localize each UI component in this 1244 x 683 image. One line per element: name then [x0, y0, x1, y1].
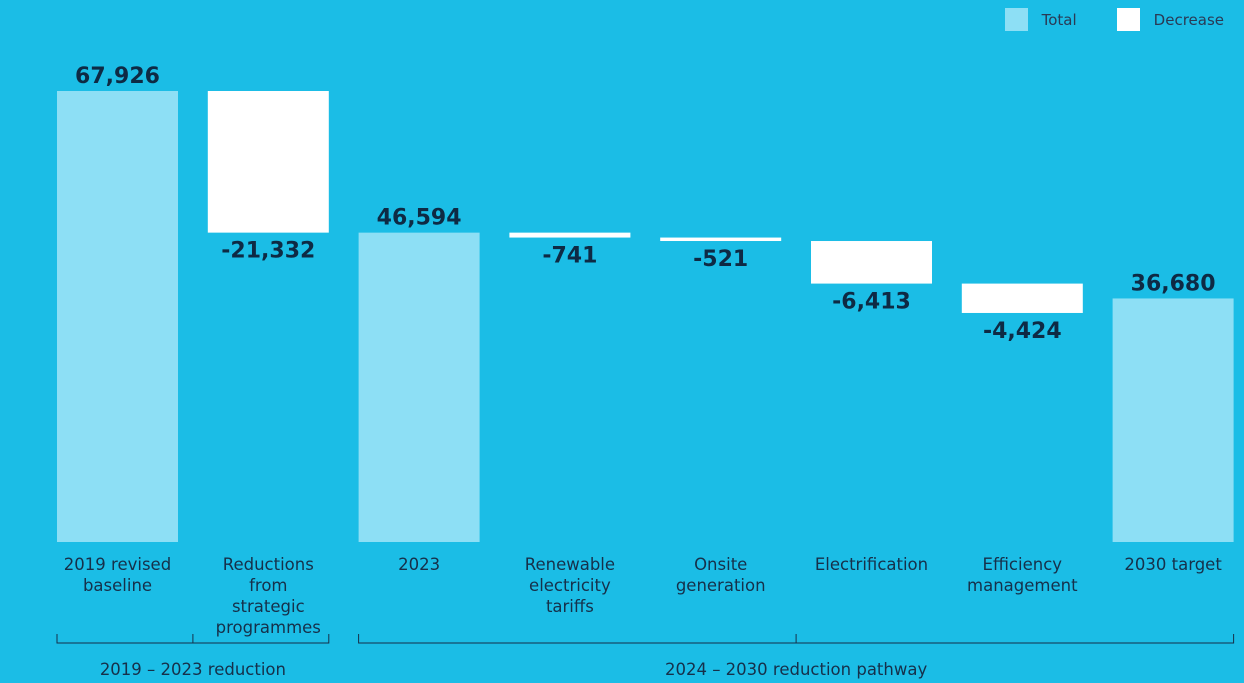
category-label: 2023	[398, 555, 440, 574]
legend-item-decrease: Decrease	[1116, 8, 1224, 31]
value-label: -21,332	[221, 239, 315, 264]
value-label: 67,926	[75, 64, 160, 89]
legend-item-total: Total	[1004, 8, 1077, 31]
group-bracket	[56, 634, 330, 644]
legend-swatch-decrease	[1116, 8, 1140, 31]
category-label: Renewable electricity tariffs	[525, 555, 615, 616]
value-label: -6,413	[832, 290, 911, 315]
value-label: 46,594	[377, 206, 462, 231]
group-label: 2019 – 2023 reduction	[100, 660, 286, 679]
decrease-bar	[509, 232, 631, 238]
decrease-bar	[660, 237, 782, 242]
value-label: 36,680	[1131, 271, 1216, 296]
legend: Total Decrease	[1004, 8, 1224, 31]
total-bar	[1112, 298, 1234, 542]
decrease-bar	[207, 91, 329, 233]
legend-swatch-total	[1004, 8, 1028, 31]
category-label: Onsite generation	[676, 555, 766, 595]
legend-label-total: Total	[1041, 10, 1077, 29]
total-bar	[358, 232, 480, 542]
legend-label-decrease: Decrease	[1153, 10, 1224, 29]
group-bracket	[358, 634, 1235, 644]
decrease-bar	[961, 283, 1083, 313]
value-label: -4,424	[983, 319, 1062, 344]
category-label: 2019 revised baseline	[64, 555, 171, 595]
category-label: Reductions from strategic programmes	[216, 555, 321, 637]
category-label: Electrification	[815, 555, 928, 574]
category-label: Efficiency management	[967, 555, 1078, 595]
value-label: -741	[542, 244, 597, 269]
category-label: 2030 target	[1124, 555, 1222, 574]
value-label: -521	[693, 247, 748, 272]
total-bar	[57, 91, 178, 542]
group-label: 2024 – 2030 reduction pathway	[665, 660, 928, 679]
decrease-bar	[811, 241, 932, 284]
